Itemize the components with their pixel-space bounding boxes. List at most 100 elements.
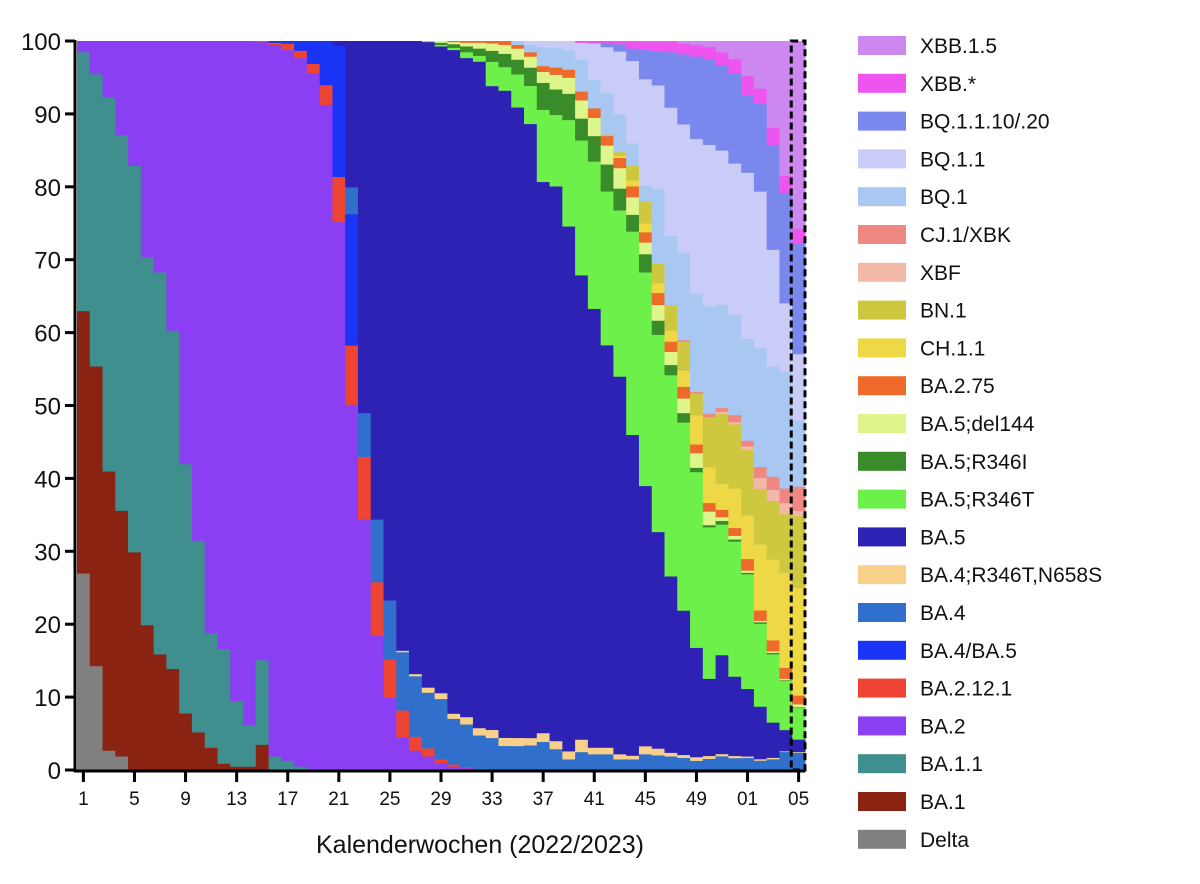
bar-segment-ba-5-week-24 (370, 41, 385, 520)
bar-segment-ba-5-r346i-week-46 (651, 320, 666, 335)
bar-segment-ba-5-del144-week-34 (498, 44, 512, 54)
bar-segment-ba-5-week-02 (753, 706, 768, 760)
bar-segment-ba-5-week-28 (421, 41, 436, 688)
bar-segment-bn-1-week-49 (690, 393, 704, 416)
bar-segment-ba-4-week-50 (702, 758, 717, 771)
bar-segment-ba-5-r346t-week-37 (536, 109, 551, 183)
bar-segment-ba-2-75-week-35 (511, 44, 525, 49)
bar-segment-xbf-week-05 (792, 510, 806, 517)
bar-segment-ba-5-del144-week-38 (549, 74, 563, 90)
legend-swatch (858, 640, 906, 660)
bar-segment-bq-1-1-week-45 (638, 78, 653, 186)
bar-segment-ba-1-week-2 (89, 366, 104, 667)
bar-segment-xbb-1-5-week-02 (753, 41, 768, 89)
bar-segment-ba-4-r346t-n658s-week-26 (396, 650, 410, 653)
bar-segment-ba-2-75-week-51 (715, 509, 729, 518)
bar-segment-xbb--week-02 (753, 88, 768, 104)
bar-segment-ch-1-1-week-47 (664, 330, 678, 342)
bar-segment-ba-4-week-48 (677, 757, 691, 771)
bar-segment-bq-1-week-44 (626, 143, 640, 167)
bar-segment-ba-5-week-05 (792, 739, 806, 753)
x-tick-label: 45 (635, 789, 656, 810)
legend-swatch (858, 527, 906, 547)
bar-segment-ba-4-week-52 (728, 757, 742, 771)
bar-segment-xbf-week-02 (753, 477, 768, 490)
bar-segment-ba-4-r346t-n658s-week-50 (702, 755, 717, 759)
bar-segment-xbb-1-5-week-51 (715, 41, 729, 53)
legend-item: BA.4 (858, 602, 966, 625)
legend-label: BA.1.1 (920, 753, 983, 776)
bar-segment-ba-5-r346t-week-44 (626, 231, 640, 436)
bar-segment-cj-1-xbk-week-51 (715, 407, 729, 412)
bar-segment-ba-4-week-46 (651, 755, 666, 771)
legend-item: BA.2.75 (858, 375, 995, 398)
bar-segment-ba-4-r346t-n658s-week-44 (626, 755, 640, 760)
bar-segment-ba-2-75-week-43 (613, 157, 627, 169)
bar-segment-bq-1-1-10-20-week-04 (779, 192, 793, 304)
bar-segment-ba-5-r346t-week-28 (421, 41, 436, 43)
bar-segment-ba-2-week-14 (243, 41, 257, 726)
bar-segment-bq-1-1-week-44 (626, 60, 640, 144)
legend-item: XBF (858, 262, 961, 285)
legend-swatch (858, 829, 906, 849)
bar-segment-ba-2-75-week-05 (792, 695, 806, 705)
bar-segment-bq-1-1-10-20-week-05 (792, 243, 806, 355)
bar-segment-ba-4-week-39 (562, 759, 576, 771)
bar-segment-ba-5-week-49 (690, 647, 704, 758)
bar-segment-ba-5-r346t-week-05 (792, 707, 806, 740)
bar-segment-ba-5-week-30 (447, 49, 461, 714)
bar-segment-ba-4-r346t-n658s-week-02 (753, 758, 768, 761)
bar-segment-bq-1-1-10-20-week-47 (664, 51, 678, 108)
bar-segment-ba-4-week-44 (626, 759, 640, 771)
bar-segment-ba-2-week-19 (306, 73, 321, 769)
bar-segment-ba-2-12-1-week-27 (409, 736, 423, 751)
y-tick-label: 80 (34, 175, 61, 202)
bar-segment-ba-4-ba-5-week-16 (268, 41, 282, 43)
bar-segment-ch-1-1-week-46 (651, 283, 666, 294)
legend-swatch (858, 603, 906, 622)
bar-segment-ba-5-week-50 (702, 678, 717, 757)
bar-segment-bn-1-week-05 (792, 515, 806, 588)
bar-segment-ba-5-r346t-week-50 (702, 527, 717, 679)
bar-segment-ba-5-r346i-week-41 (587, 135, 602, 162)
bar-segment-bq-1-1-10-20-week-44 (626, 48, 640, 62)
bar-segment-bn-1-week-47 (664, 304, 678, 331)
bar-segment-ba-5-r346i-week-31 (460, 46, 474, 53)
legend-swatch (858, 338, 906, 358)
bar-segment-ba-4-r346t-n658s-week-31 (460, 716, 474, 725)
bar-segment-ba-2-week-21 (332, 221, 346, 771)
bar-segment-ba-2-12-1-week-19 (306, 63, 321, 74)
bar-segment-ba-2-75-week-48 (677, 386, 691, 399)
bar-segment-ba-5-week-25 (383, 41, 397, 601)
bar-segment-ba-5-r346t-week-01 (741, 573, 755, 690)
bar-segment-ba-4-week-29 (434, 698, 448, 760)
bar-segment-ba-5-del144-week-36 (524, 56, 538, 68)
bar-segment-ba-2-12-1-week-25 (383, 659, 397, 698)
bar-segment-ba-5-r346i-week-44 (626, 214, 640, 232)
bar-segment-ba-5-r346t-week-32 (472, 55, 487, 62)
bar-segment-ba-5-del144-week-45 (638, 242, 653, 255)
bar-segment-ba-4-r346t-n658s-week-37 (536, 732, 551, 742)
bar-segment-xbb--week-46 (651, 41, 666, 52)
bar-segment-ba-5-del144-week-05 (792, 704, 806, 708)
bar-segment-ba-2-week-25 (383, 697, 397, 771)
bar-segment-ba-2-12-1-week-22 (345, 345, 359, 405)
legend: XBB.1.5 XBB.* BQ.1.1.10/.20 BQ.1.1 BQ.1 CJ.1/… (858, 35, 1102, 852)
legend-swatch (858, 262, 906, 282)
bar-segment-ba-1-1-week-15 (255, 659, 270, 745)
bar-segment-ba-5-week-03 (766, 722, 781, 758)
bar-segment-ba-5-del144-week-50 (702, 511, 717, 526)
bar-segment-xbf-week-04 (779, 502, 793, 515)
bar-segment-xbb--week-49 (690, 44, 704, 57)
bar-segment-bq-1-week-51 (715, 304, 729, 409)
bar-segment-ba-5-del144-week-33 (485, 43, 500, 51)
legend-item: BA.5;R346I (858, 451, 1027, 474)
bar-segment-xbb-1-5-week-03 (766, 41, 781, 129)
bar-segment-ba-1-week-8 (166, 668, 180, 771)
bar-segment-ba-5-del144-week-35 (511, 48, 525, 60)
bar-segment-ba-5-week-04 (779, 729, 793, 752)
bar-segment-ba-1-1-week-7 (153, 272, 168, 655)
bar-segment-ba-1-1-week-9 (179, 463, 193, 714)
bar-segment-ba-4-week-01 (741, 757, 755, 771)
bar-segment-bq-1-week-04 (779, 371, 793, 489)
